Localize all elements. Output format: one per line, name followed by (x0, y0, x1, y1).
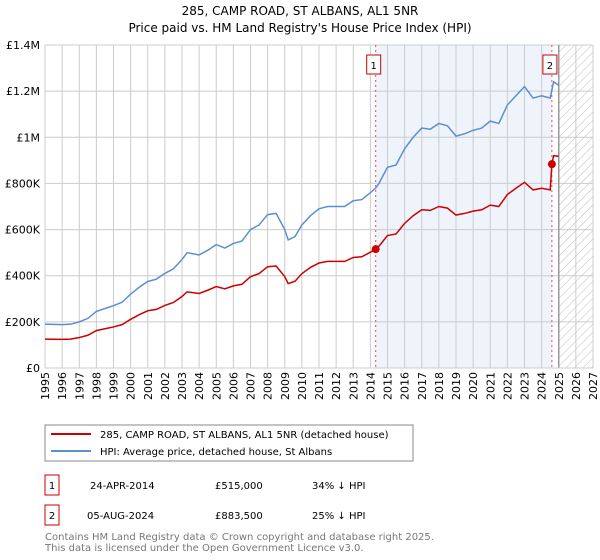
legend-label-hpi: HPI: Average price, detached house, St A… (100, 447, 332, 458)
x-tick-label: 2015 (382, 372, 395, 400)
sale-2-hpi: 25% ↓ HPI (312, 511, 365, 522)
x-tick-label: 2020 (467, 372, 480, 400)
chart-subtitle: Price paid vs. HM Land Registry's House … (128, 21, 471, 35)
sale-1-hpi: 34% ↓ HPI (312, 481, 365, 492)
x-tick-label: 2012 (330, 372, 343, 400)
legend-label-property: 285, CAMP ROAD, ST ALBANS, AL1 5NR (deta… (100, 430, 389, 441)
x-tick-label: 2006 (227, 372, 240, 400)
hpi-line (44, 80, 560, 326)
y-tick-label: £1M (17, 131, 41, 144)
sale-badge-2 (542, 54, 558, 75)
sale-2-price: £883,500 (215, 511, 263, 522)
x-tick-label: 1996 (56, 372, 69, 400)
x-tick-label: 2003 (176, 372, 189, 400)
sale-badge-label-1: 1 (370, 61, 376, 72)
x-tick-label: 2027 (587, 372, 600, 400)
sale-badge-label-2: 2 (547, 61, 553, 72)
x-tick-label: 2025 (553, 372, 566, 400)
sales-table: 1 24-APR-2014 £515,000 34% ↓ HPI 2 05-AU… (44, 474, 365, 526)
x-tick-label: 2001 (142, 372, 155, 400)
x-tick-label: 2005 (210, 372, 223, 400)
sale-2-id: 2 (49, 511, 55, 522)
y-tick-label: £600K (5, 224, 41, 237)
x-tick-label: 2004 (193, 372, 206, 400)
x-tick-label: 2008 (262, 372, 275, 400)
x-tick-label: 1997 (73, 372, 86, 400)
sale-2-date: 05-AUG-2024 (87, 511, 154, 522)
sale-point-2 (547, 160, 556, 169)
sale-1-id: 1 (49, 481, 55, 492)
x-tick-label: 2019 (450, 372, 463, 400)
sale-1-price: £515,000 (215, 481, 263, 492)
x-tick-label: 2023 (519, 372, 532, 400)
sale-badge-1 (366, 54, 382, 75)
x-tick-label: 2009 (279, 372, 292, 400)
x-tick-label: 2024 (536, 372, 549, 400)
x-tick-label: 2016 (399, 372, 412, 400)
y-tick-label: £1.2M (6, 85, 40, 98)
sale-1-date: 24-APR-2014 (90, 481, 155, 492)
property-price-line (44, 154, 559, 341)
x-tick-label: 2011 (313, 372, 326, 400)
y-tick-label: £200K (5, 316, 41, 329)
x-tick-label: 2013 (347, 372, 360, 400)
y-tick-label: £1.4M (6, 39, 40, 52)
chart-title: 285, CAMP ROAD, ST ALBANS, AL1 5NR (182, 4, 419, 18)
x-tick-label: 1995 (39, 372, 52, 400)
sale-period-shading (375, 45, 552, 368)
x-tick-label: 2014 (364, 372, 377, 400)
x-tick-label: 2026 (570, 372, 583, 400)
footer-licence: This data is licensed under the Open Gov… (44, 543, 364, 554)
x-tick-label: 2000 (125, 372, 138, 400)
x-tick-label: 2021 (484, 372, 497, 400)
x-tick-label: 2022 (501, 372, 514, 400)
sale-point-1 (371, 245, 380, 254)
footer-copyright: Contains HM Land Registry data © Crown c… (45, 532, 434, 543)
x-tick-label: 1998 (90, 372, 103, 400)
x-tick-label: 2007 (245, 372, 258, 400)
x-tick-label: 1999 (108, 372, 121, 400)
legend: 285, CAMP ROAD, ST ALBANS, AL1 5NR (deta… (44, 424, 414, 462)
x-tick-label: 2017 (416, 372, 429, 400)
x-tick-label: 2010 (296, 372, 309, 400)
y-tick-label: £800K (5, 177, 41, 190)
x-tick-label: 2018 (433, 372, 446, 400)
y-tick-label: £0 (26, 362, 40, 375)
x-tick-label: 2002 (159, 372, 172, 400)
y-tick-label: £400K (5, 270, 41, 283)
